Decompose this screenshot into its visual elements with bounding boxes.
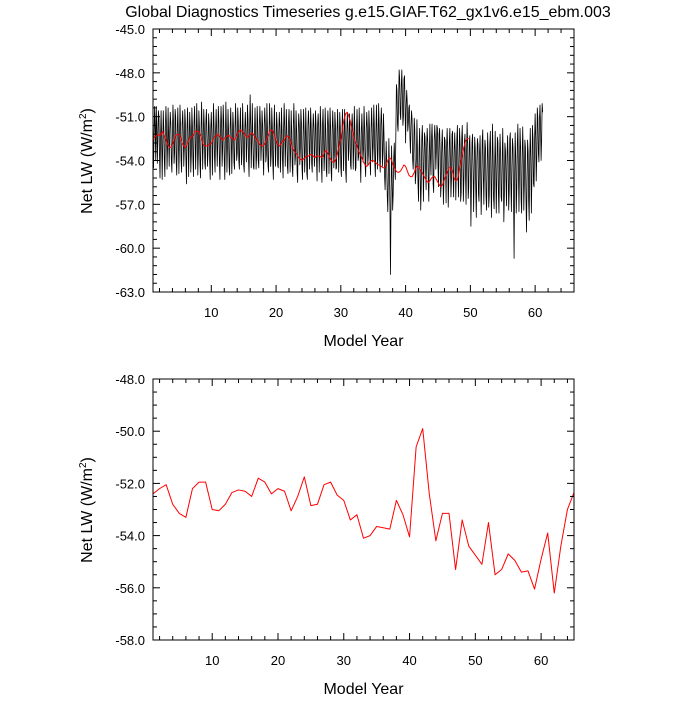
x-tick-label: 40: [402, 653, 416, 668]
y-tick-label: -50.0: [115, 424, 145, 439]
y-tick-label: -51.0: [115, 110, 145, 125]
x-tick-label: 50: [468, 653, 482, 668]
chart-title: Global Diagnostics Timeseries g.e15.GIAF…: [125, 4, 611, 21]
y-tick-label: -58.0: [115, 633, 145, 648]
y-tick-label: -48.0: [115, 372, 145, 387]
y-tick-label: -54.0: [115, 154, 145, 169]
x-tick-label: 40: [398, 305, 412, 320]
y-axis-title: Net LW (W/m2): [78, 457, 96, 563]
x-tick-label: 60: [534, 653, 548, 668]
x-axis-title: Model Year: [323, 681, 404, 698]
x-tick-label: 30: [334, 305, 348, 320]
series-annual-line: [152, 111, 469, 188]
series-monthly-line: [152, 69, 544, 275]
x-tick-label: 50: [463, 305, 477, 320]
y-tick-label: -60.0: [115, 241, 145, 256]
x-tick-label: 10: [205, 653, 219, 668]
x-tick-label: 20: [271, 653, 285, 668]
plot-frame: [152, 378, 575, 641]
x-tick-label: 30: [337, 653, 351, 668]
x-tick-label: 20: [269, 305, 283, 320]
y-tick-label: -45.0: [115, 22, 145, 37]
y-tick-label: -63.0: [115, 285, 145, 300]
x-axis-title: Model Year: [323, 333, 404, 350]
y-tick-label: -52.0: [115, 476, 145, 491]
top-panel: 10 20 30 40 50 60 -63.0 -60.0 -57.0 -54.0 -51.0 -48…: [78, 22, 575, 350]
y-tick-label: -54.0: [115, 529, 145, 544]
y-tick-label: -48.0: [115, 66, 145, 81]
series-annual-line: [152, 428, 575, 594]
y-tick-label: -56.0: [115, 581, 145, 596]
y-tick-label: -57.0: [115, 197, 145, 212]
y-axis-title: Net LW (W/m2): [78, 108, 96, 214]
x-tick-label: 10: [204, 305, 218, 320]
bottom-panel: 10 20 30 40 50 60 -58.0 -56.0 -54.0 -52.0 -50.0 -48…: [78, 372, 575, 698]
x-tick-label: 60: [528, 305, 542, 320]
